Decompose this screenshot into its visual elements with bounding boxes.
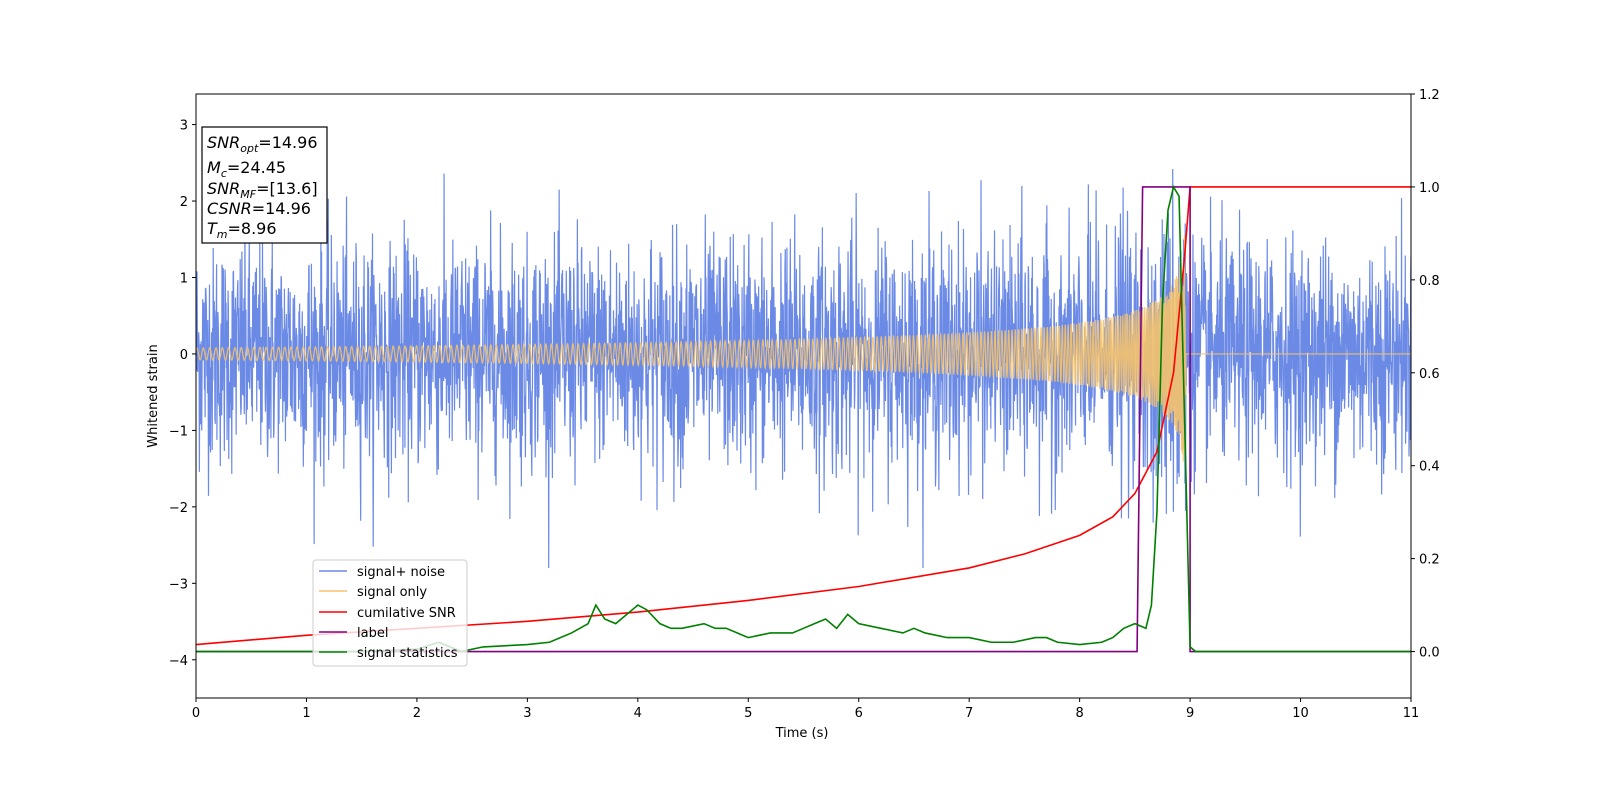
x-tick-label: 5	[744, 706, 752, 721]
x-tick-label: 10	[1292, 706, 1309, 721]
series-cumulative-snr	[196, 186, 1411, 646]
y-tick-label: −2	[169, 501, 188, 516]
series-signal-only	[196, 235, 1411, 462]
y2-tick-label: 0.8	[1419, 274, 1440, 289]
series-signal-noise	[196, 169, 1411, 569]
y-axis-label: Whitened strain	[146, 344, 161, 447]
plot-area	[196, 169, 1411, 653]
annotation-line-snr-opt: SNRopt=14.96	[207, 133, 318, 155]
annotation-line-snr-mf: SNRMF=[13.6]	[207, 179, 318, 201]
x-tick-label: 8	[1075, 706, 1083, 721]
legend-label-signal-noise: signal+ noise	[357, 565, 445, 580]
annotation-line-csnr: CSNR=14.96	[207, 199, 311, 218]
y-tick-label: −1	[169, 424, 188, 439]
plot-frame	[195, 93, 1412, 699]
x-tick-label: 3	[523, 706, 531, 721]
x-tick-label: 7	[965, 706, 973, 721]
annotation-line-mc: Mc=24.45	[207, 158, 286, 180]
y-tick-label: 0	[180, 348, 188, 363]
y-tick-label: 2	[180, 195, 188, 210]
series-signal-statistics	[196, 184, 1411, 653]
y-tick-label: 3	[180, 119, 188, 134]
legend-label-signal-statistics: signal statistics	[357, 646, 458, 661]
x-tick-label: 6	[855, 706, 863, 721]
y-tick-label: −3	[169, 577, 188, 592]
legend: signal+ noise signal only cumilative SNR…	[312, 559, 468, 667]
series-group	[196, 169, 1411, 653]
legend-label-signal-only: signal only	[357, 585, 427, 600]
x-tick-label: 11	[1403, 706, 1420, 721]
legend-label-cumulative-snr: cumilative SNR	[357, 606, 456, 621]
y2-tick-label: 1.0	[1419, 181, 1440, 196]
y2-tick-label: 1.2	[1419, 88, 1440, 103]
legend-label-label: label	[357, 626, 388, 641]
x-tick-label: 4	[634, 706, 642, 721]
annotation-box: SNRopt=14.96 Mc=24.45 SNRMF=[13.6] CSNR=…	[201, 126, 328, 244]
y2-tick-label: 0.4	[1419, 460, 1440, 475]
annotation-frame	[201, 126, 328, 244]
legend-frame	[312, 559, 468, 667]
y2-tick-label: 0.6	[1419, 367, 1440, 382]
x-tick-label: 0	[192, 706, 200, 721]
axes: 0 1 2 3 4 5 6 7 8 9 10 113210−1−2−3−41.21.00.80.60.…	[169, 88, 1440, 721]
y2-tick-label: 0.0	[1419, 646, 1440, 661]
annotation-line-tm: Tm=8.96	[207, 219, 277, 241]
y-tick-label: 1	[180, 271, 188, 286]
y2-tick-label: 0.2	[1419, 553, 1440, 568]
x-tick-label: 1	[302, 706, 310, 721]
x-tick-label: 2	[413, 706, 421, 721]
x-axis-label: Time (s)	[775, 726, 829, 741]
y-tick-label: −4	[169, 654, 188, 669]
x-tick-label: 9	[1186, 706, 1194, 721]
